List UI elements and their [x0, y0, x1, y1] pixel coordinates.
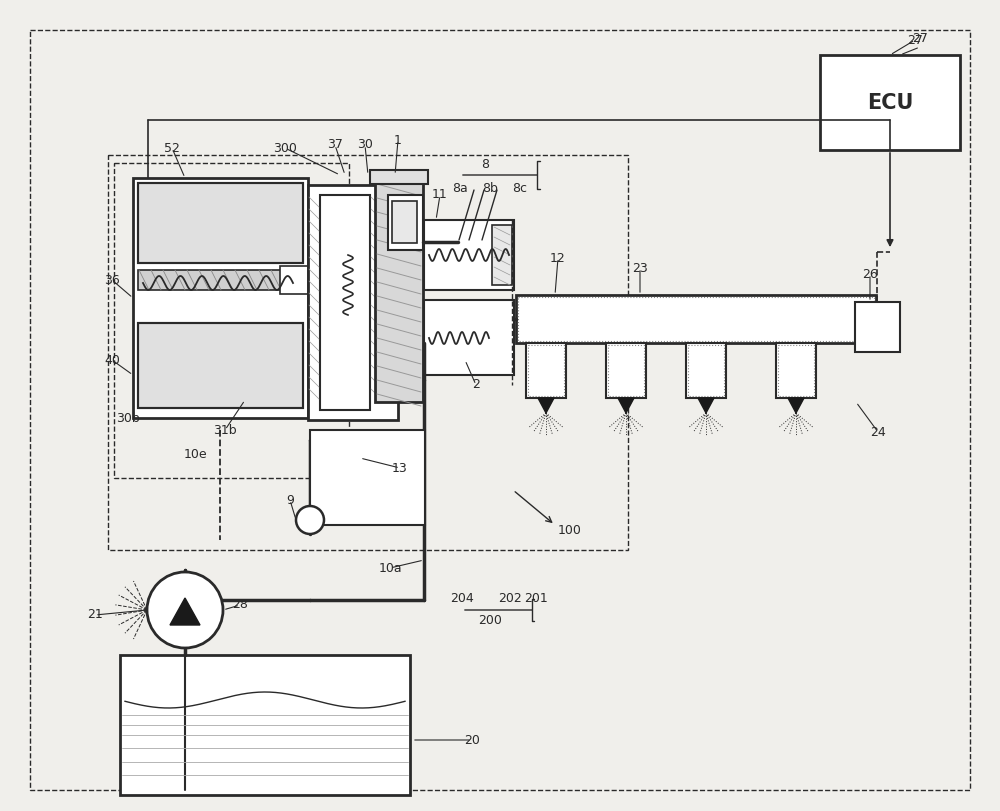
Bar	[516, 295, 876, 343]
Bar	[138, 183, 303, 263]
Text: 31b: 31b	[213, 423, 237, 436]
Text: 24: 24	[870, 426, 886, 439]
Text: 204: 204	[450, 591, 474, 604]
Text: 8b: 8b	[482, 182, 498, 195]
Bar	[138, 183, 303, 263]
Text: 26: 26	[862, 268, 878, 281]
Bar	[820, 55, 960, 150]
Text: 9: 9	[286, 494, 294, 507]
Bar	[138, 323, 303, 408]
Bar	[280, 266, 308, 294]
Polygon shape	[170, 598, 200, 625]
Bar	[424, 300, 514, 375]
Text: ECU: ECU	[867, 93, 913, 113]
Text: 1: 1	[394, 134, 402, 147]
Text: 200: 200	[478, 613, 502, 627]
Text: 10e: 10e	[183, 448, 207, 461]
Bar	[370, 170, 428, 184]
Text: 10a: 10a	[378, 561, 402, 574]
Text: 36: 36	[104, 273, 120, 286]
Text: 8: 8	[481, 158, 489, 171]
Bar	[528, 345, 564, 396]
Bar	[133, 178, 308, 418]
Bar	[526, 343, 566, 398]
Bar	[108, 155, 628, 550]
Bar	[392, 201, 417, 243]
Bar	[388, 195, 423, 250]
Bar	[120, 655, 410, 795]
Bar	[686, 343, 726, 398]
Bar	[138, 270, 283, 290]
Text: 30: 30	[357, 139, 373, 152]
Text: 2: 2	[472, 379, 480, 392]
Circle shape	[296, 506, 324, 534]
Text: 52: 52	[164, 141, 180, 155]
Bar	[778, 345, 814, 396]
Text: 11: 11	[432, 188, 448, 201]
Text: 23: 23	[632, 261, 648, 274]
Text: 201: 201	[524, 591, 548, 604]
Text: 8c: 8c	[512, 182, 528, 195]
Text: 13: 13	[392, 461, 408, 474]
Text: 20: 20	[464, 733, 480, 746]
Text: 28: 28	[232, 599, 248, 611]
Text: 8a: 8a	[452, 182, 468, 195]
Bar	[855, 302, 900, 352]
Text: 21: 21	[87, 608, 103, 621]
Text: 30b: 30b	[116, 411, 140, 424]
Polygon shape	[788, 398, 804, 413]
Bar	[310, 430, 425, 525]
Bar	[114, 163, 349, 478]
Bar	[776, 343, 816, 398]
Text: 300: 300	[273, 141, 297, 155]
Text: 100: 100	[558, 523, 582, 537]
Text: 27: 27	[907, 33, 923, 46]
Bar	[518, 297, 874, 341]
Bar	[424, 220, 514, 290]
Text: 27: 27	[912, 32, 928, 45]
Polygon shape	[618, 398, 634, 413]
Circle shape	[147, 572, 223, 648]
Bar	[320, 195, 370, 410]
Text: 12: 12	[550, 251, 566, 264]
Bar	[606, 343, 646, 398]
Bar	[492, 225, 512, 285]
Bar	[608, 345, 644, 396]
Bar	[688, 345, 724, 396]
Text: 202: 202	[498, 591, 522, 604]
Bar	[138, 323, 303, 408]
Polygon shape	[698, 398, 714, 413]
Text: 37: 37	[327, 139, 343, 152]
Text: 40: 40	[104, 354, 120, 367]
Bar	[375, 182, 423, 402]
Polygon shape	[538, 398, 554, 413]
Bar	[308, 185, 398, 420]
